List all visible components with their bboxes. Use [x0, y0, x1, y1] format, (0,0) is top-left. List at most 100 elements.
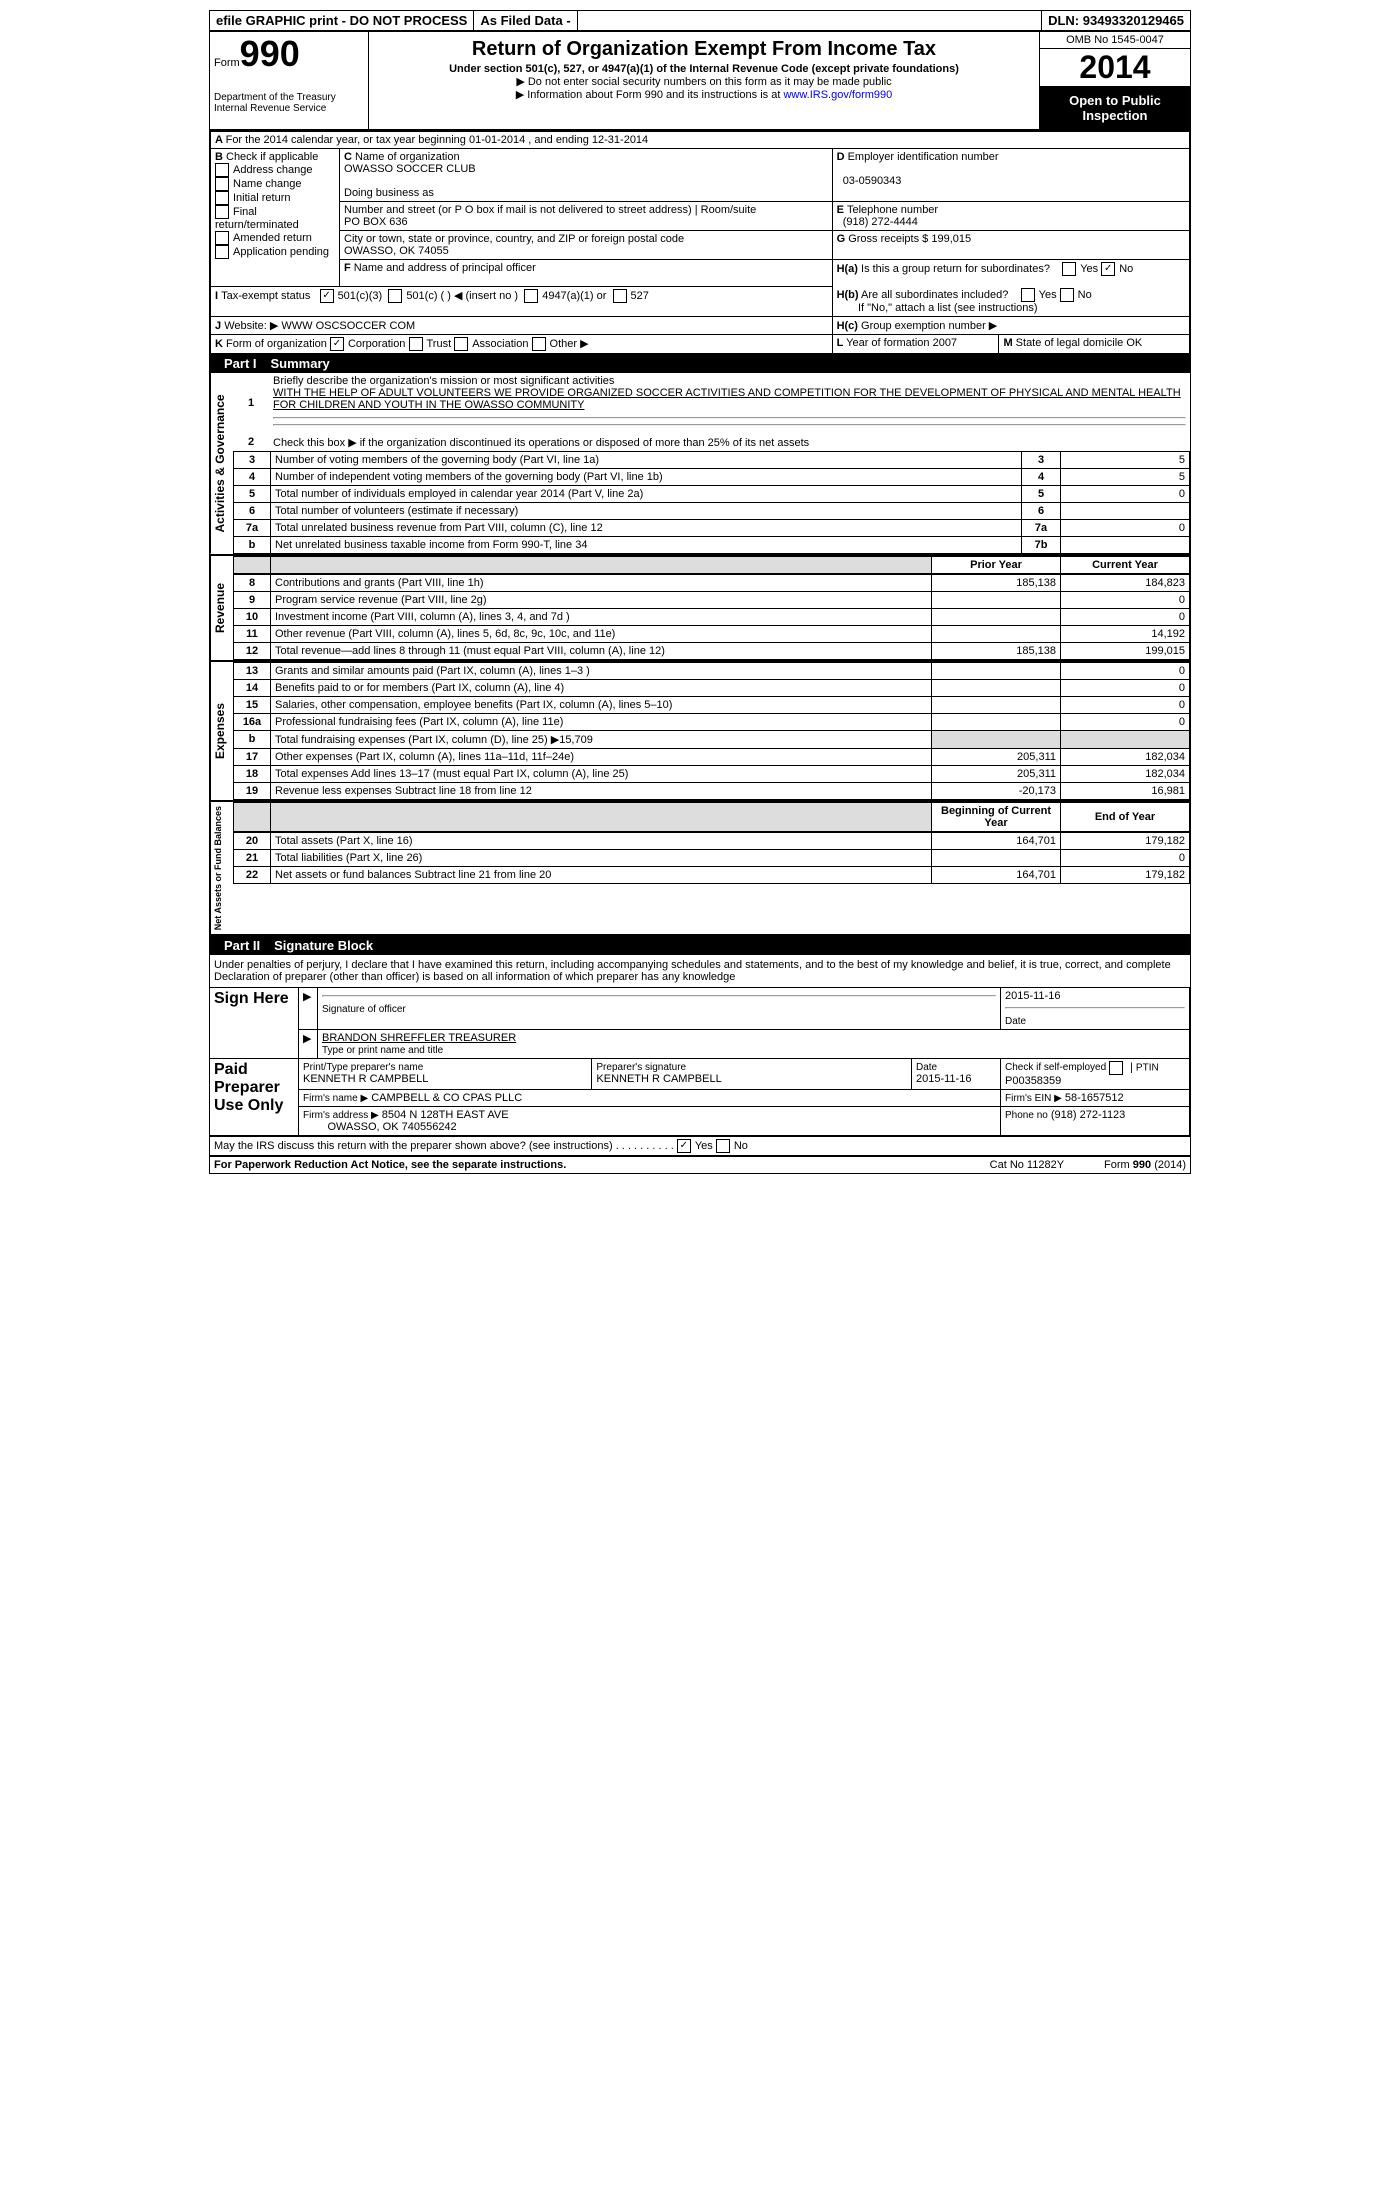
firm-name-lbl: Firm's name ▶: [303, 1093, 368, 1104]
top-bar: efile GRAPHIC print - DO NOT PROCESS As …: [210, 11, 1190, 32]
spacer: [578, 11, 1042, 30]
gross-receipts: 199,015: [931, 233, 971, 245]
ck-amended[interactable]: [215, 231, 229, 245]
section-d: D Employer identification number 03-0590…: [832, 149, 1189, 202]
i-lbl: Tax-exempt status: [221, 290, 310, 302]
ck-assoc[interactable]: [454, 337, 468, 351]
firm-city: OWASSO, OK 740556242: [327, 1121, 456, 1133]
ck-pending[interactable]: [215, 245, 229, 259]
boy-hdr: Beginning of Current Year: [932, 802, 1061, 831]
opt-amended: Amended return: [233, 232, 312, 244]
revenue-section: Revenue Prior YearCurrent Year 8Contribu…: [210, 556, 1190, 662]
part1-name: Summary: [271, 356, 330, 371]
cy-hdr: Current Year: [1061, 556, 1190, 573]
d-lbl: Employer identification number: [848, 151, 999, 163]
cat-no: Cat No 11282Y: [990, 1159, 1064, 1171]
ck-trust[interactable]: [409, 337, 423, 351]
part1-bar: Part I Summary: [210, 354, 1190, 373]
expenses-section: Expenses 13Grants and similar amounts pa…: [210, 662, 1190, 802]
note2-pre: ▶ Information about Form 990 and its ins…: [516, 89, 784, 101]
dln: DLN: 93493320129465: [1042, 11, 1190, 30]
ck-se[interactable]: [1109, 1061, 1123, 1075]
note1: ▶ Do not enter social security numbers o…: [379, 75, 1029, 88]
ha-no[interactable]: ✓: [1101, 262, 1115, 276]
tax-year: 2014: [1040, 49, 1190, 87]
firm-name: CAMPBELL & CO CPAS PLLC: [371, 1092, 522, 1104]
side-rev: Revenue: [210, 556, 233, 660]
ck-other[interactable]: [532, 337, 546, 351]
ck-final[interactable]: [215, 205, 229, 219]
hb-yes[interactable]: [1021, 288, 1035, 302]
section-f: F Name and address of principal officer: [340, 260, 833, 287]
j-lbl: Website: ▶: [224, 320, 278, 332]
officer: BRANDON SHREFFLER TREASURER: [322, 1032, 516, 1044]
k-assoc: Association: [472, 338, 528, 350]
ha-yes[interactable]: [1062, 262, 1076, 276]
city: OWASSO, OK 74055: [344, 245, 449, 257]
ck-initial[interactable]: [215, 191, 229, 205]
section-c-city: City or town, state or province, country…: [340, 231, 833, 260]
ck-corp[interactable]: ✓: [330, 337, 344, 351]
section-m: M State of legal domicile OK: [999, 335, 1190, 354]
section-hc: H(c) Group exemption number ▶: [832, 317, 1189, 335]
opt-initial: Initial return: [233, 192, 290, 204]
form-number: Form990: [214, 36, 364, 72]
dba-lbl: Doing business as: [344, 187, 434, 199]
part1-num: Part I: [216, 356, 265, 371]
form-num: 990: [240, 33, 300, 74]
ptin-lbl: PTIN: [1136, 1062, 1159, 1073]
phone: (918) 272-4444: [843, 216, 918, 228]
omb: OMB No 1545-0047: [1040, 32, 1190, 49]
discuss-text: May the IRS discuss this return with the…: [214, 1140, 613, 1152]
discuss-no[interactable]: [716, 1139, 730, 1153]
b-label: Check if applicable: [226, 151, 318, 163]
line-a: A For the 2014 calendar year, or tax yea…: [211, 132, 1190, 149]
declaration: Under penalties of perjury, I declare th…: [210, 955, 1190, 987]
org-name: OWASSO SOCCER CLUB: [344, 163, 476, 175]
discuss-line: May the IRS discuss this return with the…: [210, 1136, 1190, 1155]
ck-4947[interactable]: [524, 289, 538, 303]
as-filed: As Filed Data -: [474, 11, 577, 30]
i-527: 527: [631, 290, 649, 302]
ck-name[interactable]: [215, 177, 229, 191]
l-lbl: Year of formation: [846, 337, 929, 349]
discuss-yes[interactable]: ✓: [677, 1139, 691, 1153]
ck-501c[interactable]: [388, 289, 402, 303]
header-mid: Return of Organization Exempt From Incom…: [369, 32, 1040, 129]
section-k: K Form of organization ✓Corporation Trus…: [211, 335, 833, 354]
section-l: L Year of formation 2007: [832, 335, 999, 354]
k-corp: Corporation: [348, 338, 405, 350]
form990-link[interactable]: www.IRS.gov/form990: [783, 89, 892, 101]
i-c: 501(c) ( ) ◀ (insert no ): [406, 290, 518, 302]
section-e: E Telephone number (918) 272-4444: [832, 202, 1189, 231]
hb-note: If "No," attach a list (see instructions…: [858, 302, 1038, 314]
hb-text: Are all subordinates included?: [861, 289, 1008, 301]
hc-text: Group exemption number ▶: [861, 320, 997, 332]
firm-addr-lbl: Firm's address ▶: [303, 1110, 379, 1121]
prep-name: KENNETH R CAMPBELL: [303, 1073, 428, 1085]
dept: Department of the Treasury: [214, 92, 364, 103]
prep-date-lbl: Date: [916, 1062, 937, 1073]
m-lbl: State of legal domicile: [1016, 337, 1124, 349]
addr: PO BOX 636: [344, 216, 408, 228]
ck-527[interactable]: [613, 289, 627, 303]
domicile: OK: [1126, 337, 1142, 349]
ck-501c3[interactable]: ✓: [320, 289, 334, 303]
opt-name: Name change: [233, 178, 302, 190]
header-left: Form990 Department of the Treasury Inter…: [210, 32, 369, 129]
i-c3: 501(c)(3): [338, 290, 383, 302]
ha-no-lbl: No: [1119, 263, 1133, 275]
section-c-addr: Number and street (or P O box if mail is…: [340, 202, 833, 231]
form-label: Form: [214, 57, 240, 69]
hb-no[interactable]: [1060, 288, 1074, 302]
opt-pending: Application pending: [233, 246, 329, 258]
date-lbl: Date: [1005, 1016, 1026, 1027]
part2-bar: Part IISignature Block: [210, 936, 1190, 955]
sig-date: 2015-11-16: [1005, 990, 1060, 1002]
prep-sig-lbl: Preparer's signature: [596, 1062, 686, 1073]
city-lbl: City or town, state or province, country…: [344, 233, 684, 245]
ck-address[interactable]: [215, 163, 229, 177]
c-name-lbl: Name of organization: [355, 151, 460, 163]
opt-address: Address change: [233, 164, 313, 176]
signature-block: Sign Here ▶ Signature of officer 2015-11…: [210, 987, 1190, 1136]
